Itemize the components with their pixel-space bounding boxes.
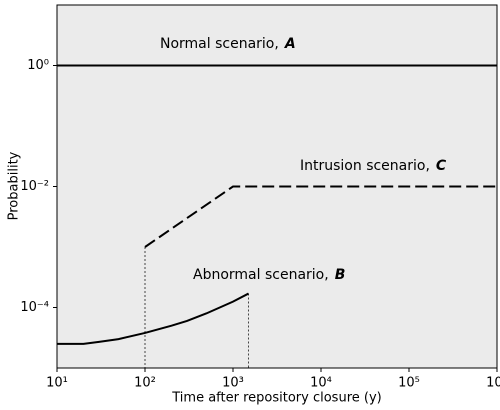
series-annotation: Normal scenario, A (160, 36, 296, 52)
y-tick-label: 10⁻² (20, 179, 49, 194)
x-axis-label: Time after repository closure (y) (171, 391, 381, 406)
series-letter: B (335, 267, 346, 283)
plot-area (56, 4, 498, 369)
x-tick-label: 10² (134, 376, 156, 391)
y-tick-label: 10⁰ (27, 58, 49, 73)
y-axis-label: Probability (7, 151, 22, 220)
series-name: Normal scenario, (160, 36, 279, 52)
x-tick-label: 10⁵ (398, 376, 420, 391)
series-annotation: Abnormal scenario, B (193, 267, 345, 283)
series-letter: A (284, 36, 296, 52)
x-tick-label: 10³ (222, 376, 244, 391)
series-annotation: Intrusion scenario, C (300, 158, 447, 174)
x-tick-label: 10⁶ (486, 376, 500, 391)
series-name: Abnormal scenario, (193, 267, 329, 283)
series-line (144, 185, 497, 248)
series-line (57, 292, 249, 345)
y-tick-label: 10⁻⁴ (20, 300, 49, 315)
x-tick-label: 10¹ (46, 376, 68, 391)
x-tick-label: 10⁴ (310, 376, 332, 391)
series-name: Intrusion scenario, (300, 158, 430, 174)
series-letter: C (436, 158, 447, 174)
